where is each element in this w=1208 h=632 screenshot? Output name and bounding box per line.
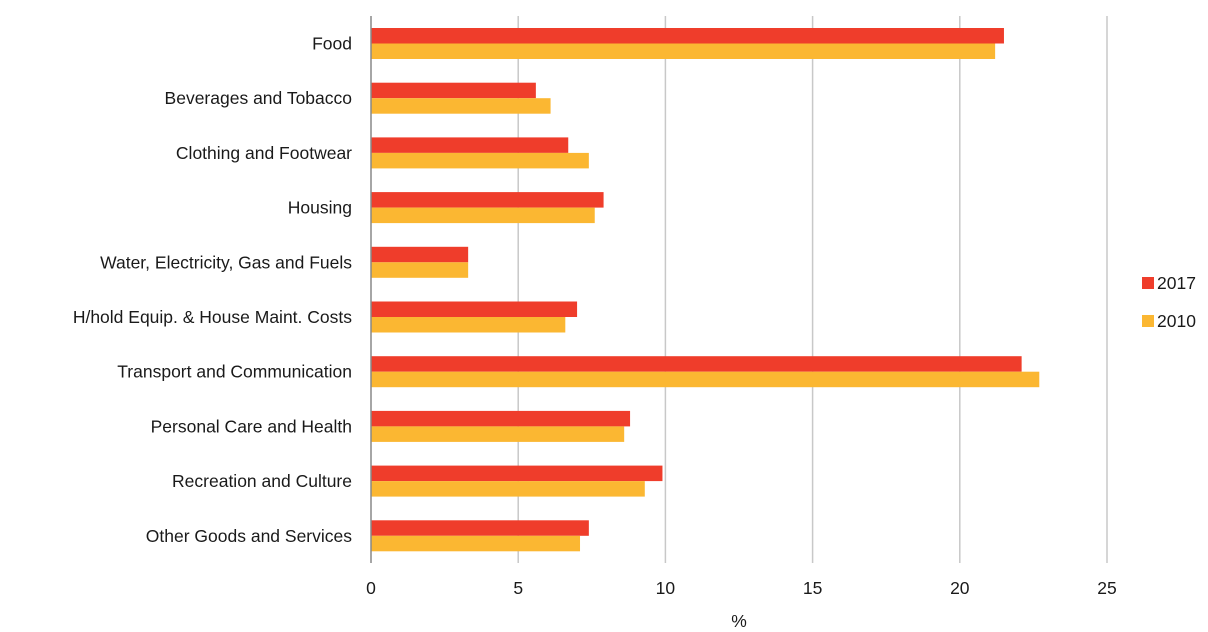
- bar-2017: [371, 82, 536, 99]
- bar-2010: [371, 43, 996, 59]
- category-label: Personal Care and Health: [151, 416, 352, 436]
- category-label: Recreation and Culture: [172, 471, 352, 491]
- bar-2010: [371, 317, 566, 333]
- legend-label: 2017: [1157, 273, 1196, 293]
- bar-2017: [371, 356, 1022, 372]
- bar-2010: [371, 98, 551, 114]
- x-tick-label: 20: [950, 578, 970, 598]
- bar-2017: [371, 246, 469, 263]
- bar-2010: [371, 535, 581, 552]
- x-tick-label: 0: [366, 578, 376, 598]
- bar-2017: [371, 465, 663, 482]
- bar-2017: [371, 520, 589, 536]
- bar-2010: [371, 262, 469, 278]
- category-label: Water, Electricity, Gas and Fuels: [100, 252, 352, 272]
- bar-2017: [371, 192, 604, 208]
- x-tick-label: 5: [513, 578, 523, 598]
- x-tick-label: 25: [1097, 578, 1116, 598]
- bar-2017: [371, 28, 1004, 44]
- bar-2017: [371, 410, 631, 427]
- bar-2010: [371, 426, 625, 442]
- bar-2010: [371, 152, 589, 169]
- category-label: Housing: [288, 198, 352, 218]
- category-label: Clothing and Footwear: [176, 143, 352, 163]
- bar-2010: [371, 481, 645, 497]
- category-label: H/hold Equip. & House Maint. Costs: [73, 307, 352, 327]
- x-axis-title: %: [731, 611, 747, 627]
- category-label: Other Goods and Services: [146, 526, 352, 546]
- x-tick-label: 15: [803, 578, 822, 598]
- legend-label: 2010: [1157, 311, 1196, 331]
- category-label: Beverages and Tobacco: [165, 88, 352, 108]
- bar-2010: [371, 207, 595, 224]
- category-label: Food: [312, 34, 352, 54]
- x-tick-label: 10: [656, 578, 676, 598]
- bar-2010: [371, 371, 1040, 388]
- legend-swatch-2017: [1142, 277, 1154, 289]
- bar-2017: [371, 137, 569, 153]
- category-label: Transport and Communication: [117, 362, 352, 382]
- legend-swatch-2010: [1142, 315, 1154, 327]
- bar-2017: [371, 301, 578, 317]
